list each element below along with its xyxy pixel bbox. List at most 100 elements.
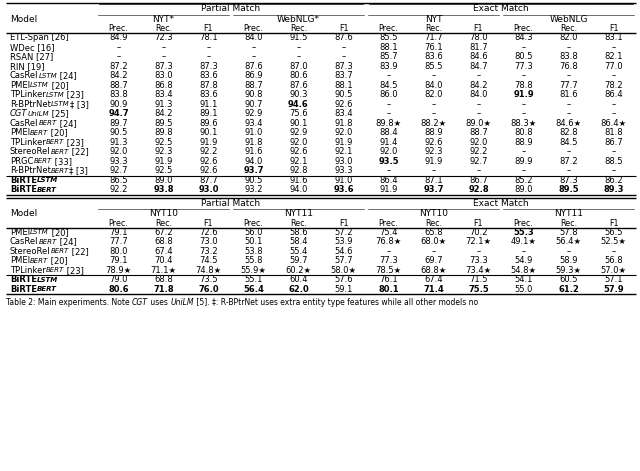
Text: –: – xyxy=(341,43,346,52)
Text: 56.8: 56.8 xyxy=(604,256,623,265)
Text: BERT: BERT xyxy=(46,139,64,145)
Text: 91.5: 91.5 xyxy=(289,33,308,42)
Text: 50.1: 50.1 xyxy=(244,237,262,246)
Text: –: – xyxy=(161,52,166,61)
Text: 76.1: 76.1 xyxy=(424,43,443,52)
Text: 73.0: 73.0 xyxy=(199,237,218,246)
Text: 88.1: 88.1 xyxy=(334,81,353,90)
Text: 55.8: 55.8 xyxy=(244,256,263,265)
Text: 93.0: 93.0 xyxy=(198,185,219,194)
Text: 70.2: 70.2 xyxy=(469,228,488,237)
Text: –: – xyxy=(611,247,616,256)
Text: 92.0: 92.0 xyxy=(469,138,488,147)
Text: –: – xyxy=(116,43,120,52)
Text: 91.9: 91.9 xyxy=(154,157,173,166)
Text: Rec.: Rec. xyxy=(560,24,577,33)
Text: [23]: [23] xyxy=(64,138,84,147)
Text: Prec.: Prec. xyxy=(109,219,129,227)
Text: 92.7: 92.7 xyxy=(469,157,488,166)
Text: 83.6: 83.6 xyxy=(424,52,443,61)
Text: 92.8: 92.8 xyxy=(289,166,308,175)
Text: 94.7: 94.7 xyxy=(108,109,129,118)
Text: –: – xyxy=(522,71,525,80)
Text: 82.8: 82.8 xyxy=(559,128,578,137)
Text: –: – xyxy=(566,100,571,109)
Text: 67.4: 67.4 xyxy=(154,247,173,256)
Text: 80.6: 80.6 xyxy=(289,71,308,80)
Text: 68.8: 68.8 xyxy=(154,275,173,284)
Text: WebNLG*: WebNLG* xyxy=(277,15,320,24)
Text: –: – xyxy=(296,52,301,61)
Text: 89.7: 89.7 xyxy=(109,119,128,128)
Text: –: – xyxy=(252,43,255,52)
Text: 91.9: 91.9 xyxy=(334,138,353,147)
Text: 52.5★: 52.5★ xyxy=(600,237,627,246)
Text: NYT11: NYT11 xyxy=(284,209,313,218)
Text: 54.6: 54.6 xyxy=(334,247,353,256)
Text: 77.3: 77.3 xyxy=(514,62,533,71)
Text: 57.1: 57.1 xyxy=(604,275,623,284)
Text: R-BPtrNet: R-BPtrNet xyxy=(10,166,51,175)
Text: 92.6: 92.6 xyxy=(334,100,353,109)
Text: 61.2: 61.2 xyxy=(558,285,579,294)
Text: 69.7: 69.7 xyxy=(424,256,443,265)
Text: Model: Model xyxy=(10,209,37,218)
Text: UniLM: UniLM xyxy=(28,111,49,117)
Text: 88.4: 88.4 xyxy=(379,128,398,137)
Text: 93.8: 93.8 xyxy=(153,185,173,194)
Text: 84.0: 84.0 xyxy=(244,33,263,42)
Text: 89.3: 89.3 xyxy=(604,185,624,194)
Text: 92.6: 92.6 xyxy=(424,138,443,147)
Text: 67.4: 67.4 xyxy=(424,275,443,284)
Text: Model: Model xyxy=(10,15,37,24)
Text: 55.0: 55.0 xyxy=(515,285,532,294)
Text: 49.1★: 49.1★ xyxy=(511,237,536,246)
Text: BERT: BERT xyxy=(30,130,49,136)
Text: 55.3: 55.3 xyxy=(513,228,534,237)
Text: 88.7: 88.7 xyxy=(109,81,128,90)
Text: PMEI: PMEI xyxy=(10,81,30,90)
Text: LSTM: LSTM xyxy=(30,82,49,88)
Text: 59.3★: 59.3★ xyxy=(556,266,582,275)
Text: [20]: [20] xyxy=(49,128,68,137)
Text: [33]: [33] xyxy=(52,157,72,166)
Text: 90.3: 90.3 xyxy=(289,90,308,99)
Text: 87.3: 87.3 xyxy=(154,62,173,71)
Text: Rec.: Rec. xyxy=(425,219,442,227)
Text: Prec.: Prec. xyxy=(109,24,129,33)
Text: BERT: BERT xyxy=(38,120,57,126)
Text: Exact Match: Exact Match xyxy=(473,4,529,13)
Text: CasRel: CasRel xyxy=(10,119,38,128)
Text: 90.5: 90.5 xyxy=(334,90,353,99)
Text: –: – xyxy=(566,71,571,80)
Text: CasRel: CasRel xyxy=(10,71,38,80)
Text: 76.8: 76.8 xyxy=(559,62,578,71)
Text: 84.3: 84.3 xyxy=(514,33,533,42)
Text: –: – xyxy=(566,166,571,175)
Text: [20]: [20] xyxy=(49,256,68,265)
Text: 92.0: 92.0 xyxy=(380,147,397,156)
Text: –: – xyxy=(611,100,616,109)
Text: 92.0: 92.0 xyxy=(334,128,353,137)
Text: 58.6: 58.6 xyxy=(289,228,308,237)
Text: 76.1: 76.1 xyxy=(379,275,398,284)
Text: 56.4★: 56.4★ xyxy=(556,237,582,246)
Text: 83.0: 83.0 xyxy=(154,71,173,80)
Text: 70.4: 70.4 xyxy=(154,256,173,265)
Text: F1: F1 xyxy=(609,24,618,33)
Text: Prec.: Prec. xyxy=(244,24,264,33)
Text: –: – xyxy=(611,147,616,156)
Text: –: – xyxy=(387,109,390,118)
Text: 90.5: 90.5 xyxy=(244,176,262,185)
Text: 62.0: 62.0 xyxy=(288,285,309,294)
Text: 57.8: 57.8 xyxy=(559,228,578,237)
Text: 93.7: 93.7 xyxy=(243,166,264,175)
Text: –: – xyxy=(522,43,525,52)
Text: F1: F1 xyxy=(474,219,483,227)
Text: [24]: [24] xyxy=(57,71,77,80)
Text: 86.0: 86.0 xyxy=(379,90,398,99)
Text: [5]. ‡: R-BPtrNet uses extra entity type features while all other models no: [5]. ‡: R-BPtrNet uses extra entity type… xyxy=(194,298,477,307)
Text: 55.4: 55.4 xyxy=(289,247,308,256)
Text: 88.3★: 88.3★ xyxy=(510,119,536,128)
Text: 80.5: 80.5 xyxy=(515,52,532,61)
